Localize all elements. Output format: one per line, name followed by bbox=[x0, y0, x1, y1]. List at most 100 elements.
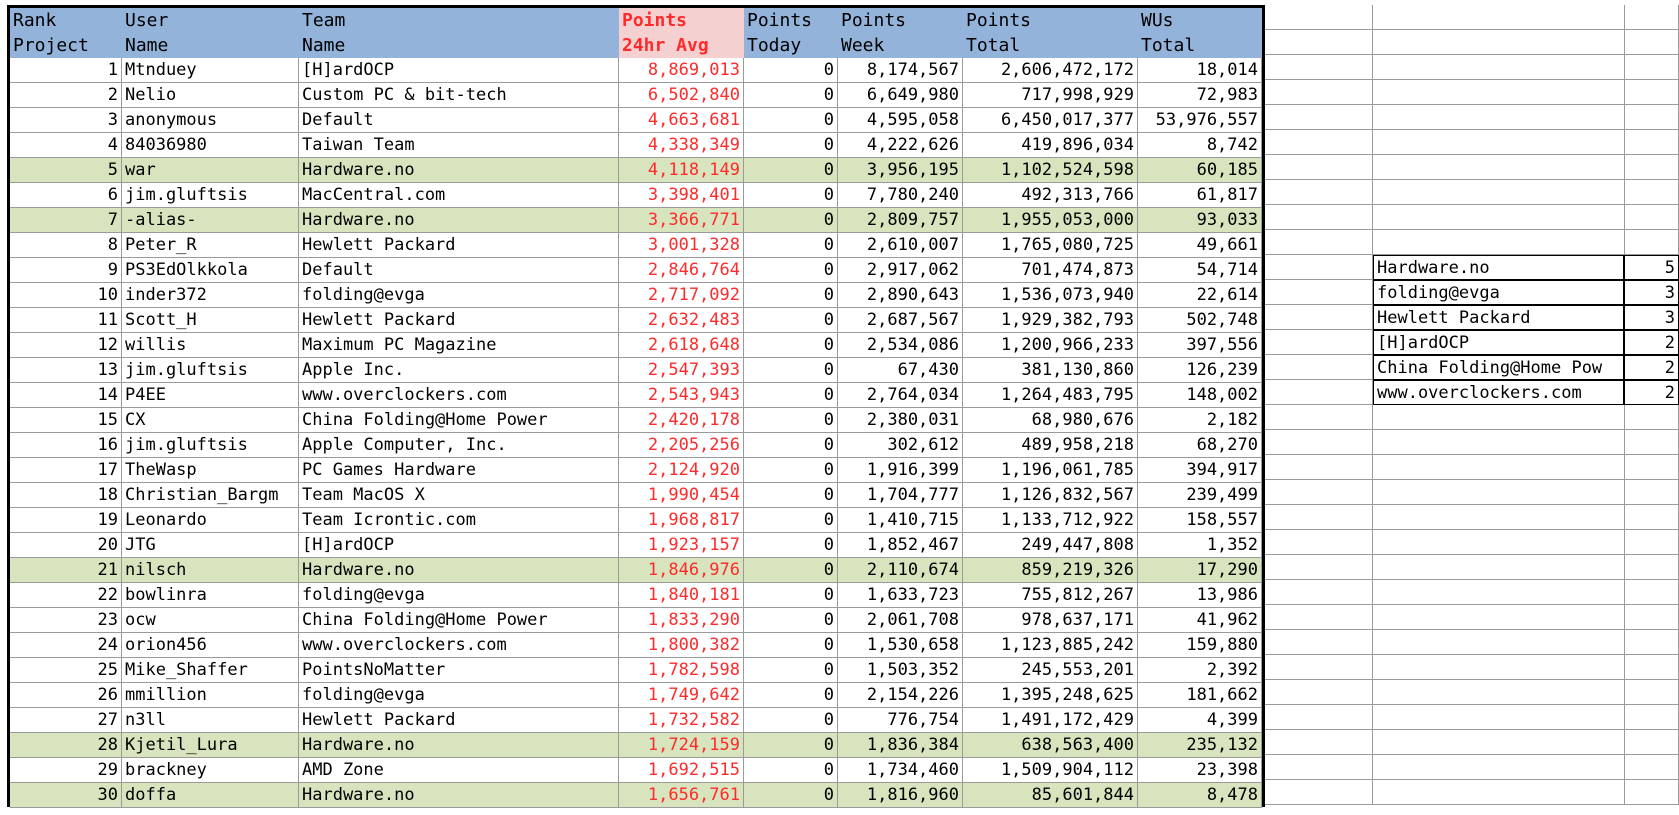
team-count-name[interactable]: China Folding@Home Pow bbox=[1373, 355, 1625, 380]
empty-cell[interactable] bbox=[1265, 255, 1373, 280]
wus-total-cell[interactable]: 13,986 bbox=[1138, 583, 1262, 608]
empty-cell[interactable] bbox=[1373, 730, 1625, 755]
team-count-name[interactable]: Hardware.no bbox=[1373, 255, 1625, 280]
team-name-cell[interactable]: folding@evga bbox=[299, 283, 619, 308]
empty-cell[interactable] bbox=[1373, 755, 1625, 780]
points-total-cell[interactable]: 249,447,808 bbox=[963, 533, 1138, 558]
empty-cell[interactable] bbox=[1625, 405, 1679, 430]
empty-cell[interactable] bbox=[1625, 5, 1679, 30]
user-name-cell[interactable]: orion456 bbox=[122, 633, 299, 658]
points-today-cell[interactable]: 0 bbox=[744, 533, 838, 558]
empty-cell[interactable] bbox=[1373, 105, 1625, 130]
wus-total-cell[interactable]: 61,817 bbox=[1138, 183, 1262, 208]
team-name-cell[interactable]: Hewlett Packard bbox=[299, 308, 619, 333]
points-week-cell[interactable]: 776,754 bbox=[838, 708, 963, 733]
wus-total-cell[interactable]: 159,880 bbox=[1138, 633, 1262, 658]
empty-cell[interactable] bbox=[1625, 55, 1679, 80]
points-today-cell[interactable]: 0 bbox=[744, 408, 838, 433]
user-name-cell[interactable]: mmillion bbox=[122, 683, 299, 708]
team-count-value[interactable]: 3 bbox=[1625, 305, 1679, 330]
empty-cell[interactable] bbox=[1625, 455, 1679, 480]
wus-total-cell[interactable]: 18,014 bbox=[1138, 58, 1262, 83]
empty-cell[interactable] bbox=[1373, 55, 1625, 80]
points-today-cell[interactable]: 0 bbox=[744, 233, 838, 258]
team-name-cell[interactable]: AMD Zone bbox=[299, 758, 619, 783]
rank-cell[interactable]: 20 bbox=[10, 533, 122, 558]
user-name-cell[interactable]: Mike_Shaffer bbox=[122, 658, 299, 683]
wus-total-cell[interactable]: 49,661 bbox=[1138, 233, 1262, 258]
points-24hr-cell[interactable]: 1,846,976 bbox=[619, 558, 744, 583]
wus-total-cell[interactable]: 502,748 bbox=[1138, 308, 1262, 333]
wus-total-cell[interactable]: 4,399 bbox=[1138, 708, 1262, 733]
rank-cell[interactable]: 29 bbox=[10, 758, 122, 783]
rank-cell[interactable]: 15 bbox=[10, 408, 122, 433]
empty-cell[interactable] bbox=[1625, 705, 1679, 730]
team-count-value[interactable]: 2 bbox=[1625, 330, 1679, 355]
empty-cell[interactable] bbox=[1625, 480, 1679, 505]
rank-cell[interactable]: 7 bbox=[10, 208, 122, 233]
points-total-cell[interactable]: 1,123,885,242 bbox=[963, 633, 1138, 658]
wus-total-cell[interactable]: 181,662 bbox=[1138, 683, 1262, 708]
rank-cell[interactable]: 3 bbox=[10, 108, 122, 133]
team-name-cell[interactable]: [H]ardOCP bbox=[299, 58, 619, 83]
user-name-cell[interactable]: jim.gluftsis bbox=[122, 358, 299, 383]
empty-cell[interactable] bbox=[1265, 130, 1373, 155]
rank-cell[interactable]: 13 bbox=[10, 358, 122, 383]
points-today-cell[interactable]: 0 bbox=[744, 183, 838, 208]
points-today-cell[interactable]: 0 bbox=[744, 158, 838, 183]
empty-cell[interactable] bbox=[1373, 480, 1625, 505]
team-name-cell[interactable]: China Folding@Home Power bbox=[299, 408, 619, 433]
team-name-cell[interactable]: MacCentral.com bbox=[299, 183, 619, 208]
points-week-cell[interactable]: 302,612 bbox=[838, 433, 963, 458]
empty-cell[interactable] bbox=[1373, 405, 1625, 430]
points-total-cell[interactable]: 1,929,382,793 bbox=[963, 308, 1138, 333]
points-total-cell[interactable]: 1,765,080,725 bbox=[963, 233, 1138, 258]
empty-cell[interactable] bbox=[1265, 230, 1373, 255]
points-24hr-cell[interactable]: 3,001,328 bbox=[619, 233, 744, 258]
empty-cell[interactable] bbox=[1625, 180, 1679, 205]
points-24hr-cell[interactable]: 1,749,642 bbox=[619, 683, 744, 708]
empty-cell[interactable] bbox=[1625, 555, 1679, 580]
team-name-cell[interactable]: Apple Inc. bbox=[299, 358, 619, 383]
points-total-cell[interactable]: 978,637,171 bbox=[963, 608, 1138, 633]
empty-cell[interactable] bbox=[1625, 155, 1679, 180]
points-week-cell[interactable]: 1,503,352 bbox=[838, 658, 963, 683]
points-24hr-cell[interactable]: 4,118,149 bbox=[619, 158, 744, 183]
user-name-cell[interactable]: -alias- bbox=[122, 208, 299, 233]
team-count-name[interactable]: [H]ardOCP bbox=[1373, 330, 1625, 355]
points-week-cell[interactable]: 67,430 bbox=[838, 358, 963, 383]
points-today-cell[interactable]: 0 bbox=[744, 633, 838, 658]
user-name-cell[interactable]: ocw bbox=[122, 608, 299, 633]
wus-total-cell[interactable]: 8,742 bbox=[1138, 133, 1262, 158]
points-week-cell[interactable]: 1,734,460 bbox=[838, 758, 963, 783]
points-week-cell[interactable]: 1,530,658 bbox=[838, 633, 963, 658]
empty-cell[interactable] bbox=[1373, 130, 1625, 155]
team-name-cell[interactable]: [H]ardOCP bbox=[299, 533, 619, 558]
points-24hr-cell[interactable]: 1,968,817 bbox=[619, 508, 744, 533]
user-name-cell[interactable]: willis bbox=[122, 333, 299, 358]
team-name-cell[interactable]: Team MacOS X bbox=[299, 483, 619, 508]
team-count-value[interactable]: 2 bbox=[1625, 380, 1679, 405]
rank-cell[interactable]: 6 bbox=[10, 183, 122, 208]
points-total-cell[interactable]: 245,553,201 bbox=[963, 658, 1138, 683]
wus-total-cell[interactable]: 60,185 bbox=[1138, 158, 1262, 183]
points-total-cell[interactable]: 1,536,073,940 bbox=[963, 283, 1138, 308]
empty-cell[interactable] bbox=[1265, 80, 1373, 105]
user-name-cell[interactable]: Peter_R bbox=[122, 233, 299, 258]
points-total-cell[interactable]: 492,313,766 bbox=[963, 183, 1138, 208]
points-week-cell[interactable]: 4,595,058 bbox=[838, 108, 963, 133]
header-wus-total[interactable]: WUs bbox=[1141, 10, 1174, 31]
user-name-cell[interactable]: doffa bbox=[122, 783, 299, 808]
empty-cell[interactable] bbox=[1625, 530, 1679, 555]
user-name-cell[interactable]: inder372 bbox=[122, 283, 299, 308]
points-24hr-cell[interactable]: 1,833,290 bbox=[619, 608, 744, 633]
team-name-cell[interactable]: PC Games Hardware bbox=[299, 458, 619, 483]
header-team-sub[interactable]: Name bbox=[302, 35, 346, 56]
points-24hr-cell[interactable]: 8,869,013 bbox=[619, 58, 744, 83]
user-name-cell[interactable]: war bbox=[122, 158, 299, 183]
empty-cell[interactable] bbox=[1625, 755, 1679, 780]
empty-cell[interactable] bbox=[1373, 505, 1625, 530]
points-week-cell[interactable]: 2,809,757 bbox=[838, 208, 963, 233]
team-name-cell[interactable]: China Folding@Home Power bbox=[299, 608, 619, 633]
empty-cell[interactable] bbox=[1265, 655, 1373, 680]
